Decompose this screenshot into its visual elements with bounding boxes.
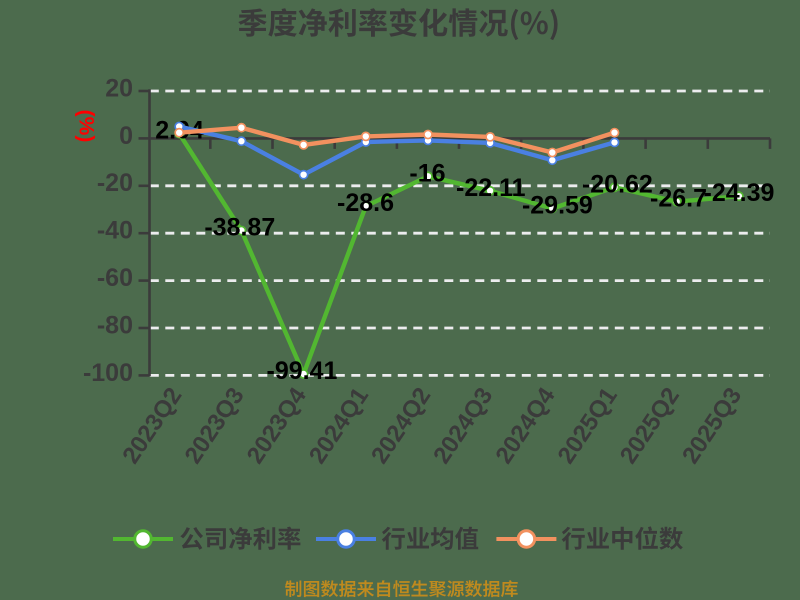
svg-text:20: 20 bbox=[105, 74, 133, 102]
svg-text:-20: -20 bbox=[97, 169, 133, 197]
svg-text:0: 0 bbox=[119, 122, 133, 150]
svg-text:-29.59: -29.59 bbox=[522, 192, 593, 220]
svg-text:-99.41: -99.41 bbox=[267, 357, 338, 385]
svg-text:-20.62: -20.62 bbox=[582, 170, 653, 198]
svg-text:-80: -80 bbox=[97, 311, 133, 339]
svg-text:-22.11: -22.11 bbox=[456, 174, 526, 202]
svg-text:(%): (%) bbox=[75, 110, 98, 143]
svg-text:-100: -100 bbox=[83, 359, 133, 387]
svg-text:-28.6: -28.6 bbox=[337, 189, 394, 217]
svg-text:-26.7: -26.7 bbox=[650, 185, 707, 213]
svg-text:-40: -40 bbox=[97, 217, 133, 245]
svg-text:-38.87: -38.87 bbox=[204, 214, 275, 242]
svg-text:-24.39: -24.39 bbox=[704, 179, 775, 207]
svg-text:-60: -60 bbox=[97, 264, 133, 292]
svg-text:-16: -16 bbox=[409, 159, 445, 187]
